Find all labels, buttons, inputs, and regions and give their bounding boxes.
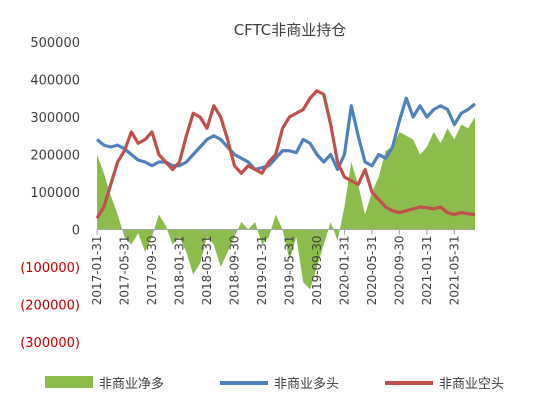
y-tick-label: 0 <box>72 224 80 239</box>
x-tick-label: 2017-09-30 <box>145 236 159 306</box>
x-tick-label: 2017-05-31 <box>117 236 131 306</box>
series-net-long-area <box>97 117 475 290</box>
y-axis-ticks: 500000 400000 300000 200000 100000 0 (100000) (… <box>20 36 80 351</box>
y-tick-label: 300000 <box>30 111 80 126</box>
x-tick-label: 2021-01-31 <box>420 236 434 306</box>
legend-label: 非商业空头 <box>439 377 504 392</box>
series-long-line <box>95 96 477 172</box>
x-tick-label: 2021-05-31 <box>447 236 461 306</box>
x-tick-label: 2020-09-30 <box>392 236 406 306</box>
legend-swatch-net-long <box>45 376 93 388</box>
x-tick-label: 2020-01-31 <box>337 236 351 306</box>
x-tick-label: 2017-01-31 <box>90 236 104 306</box>
legend: 非商业净多 非商业多头 非商业空头 <box>45 376 504 392</box>
x-axis-ticks: 2017-01-31 2017-05-31 2017-09-30 2018-01-31… <box>90 229 461 306</box>
legend-label: 非商业净多 <box>99 376 164 392</box>
x-tick-label: 2018-01-31 <box>172 236 186 306</box>
x-tick-label: 2019-05-31 <box>282 236 296 306</box>
legend-label: 非商业多头 <box>274 376 339 392</box>
y-tick-label: (300000) <box>20 336 80 351</box>
y-tick-label: 100000 <box>30 186 80 201</box>
y-tick-label: (200000) <box>20 299 80 314</box>
y-tick-label: (100000) <box>20 261 80 276</box>
x-tick-label: 2020-05-31 <box>365 236 379 306</box>
y-tick-label: 200000 <box>30 149 80 164</box>
x-tick-label: 2019-09-30 <box>310 236 324 306</box>
plot-area: 2017-01-31 2017-05-31 2017-09-30 2018-01-31… <box>90 89 477 306</box>
x-tick-label: 2018-05-31 <box>200 235 214 305</box>
y-tick-label: 500000 <box>30 36 80 51</box>
series-short-line <box>95 89 476 220</box>
x-tick-label: 2018-09-30 <box>227 235 241 305</box>
y-tick-label: 400000 <box>30 74 80 89</box>
x-tick-label: 2019-01-31 <box>255 236 269 306</box>
chart-title: CFTC非商业持仓 <box>234 21 347 39</box>
